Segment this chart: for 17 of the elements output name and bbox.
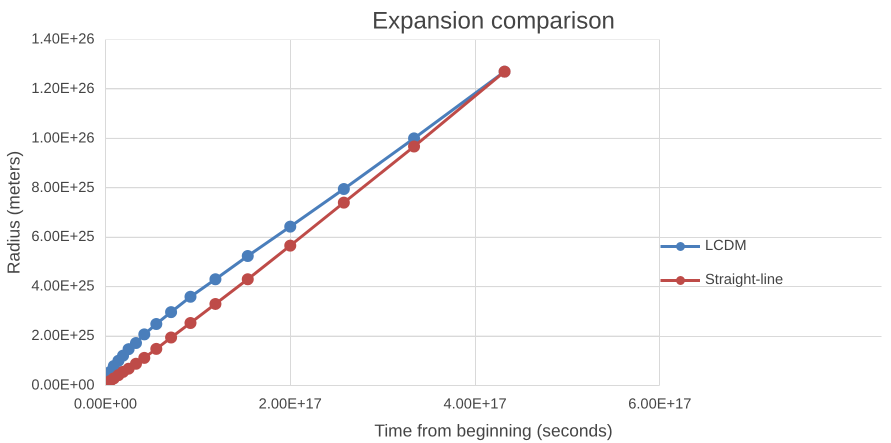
y-tick-label: 6.00E+25 <box>31 229 95 246</box>
x-tick-label: 2.00E+17 <box>258 396 322 412</box>
y-tick-label: 2.00E+25 <box>31 328 95 344</box>
y-tick-label: 4.00E+25 <box>31 278 95 295</box>
legend-label: LCDM <box>705 238 747 254</box>
y-tick-label: 1.40E+26 <box>31 32 95 48</box>
x-tick-label: 0.00E+00 <box>74 396 138 412</box>
y-axis-title: Radius (meters) <box>3 150 24 274</box>
x-axis-title: Time from beginning (seconds) <box>374 420 613 440</box>
y-tick-label: 0.00E+00 <box>31 378 95 394</box>
x-tick-label: 6.00E+17 <box>628 396 692 412</box>
legend-label: Straight-line <box>705 272 784 288</box>
y-tick-label: 1.20E+26 <box>31 80 95 97</box>
x-tick-label: 4.00E+17 <box>443 396 507 412</box>
y-tick-label: 8.00E+25 <box>31 180 95 196</box>
y-tick-label: 1.00E+26 <box>31 130 95 146</box>
chart-title: Expansion comparison <box>372 8 615 34</box>
